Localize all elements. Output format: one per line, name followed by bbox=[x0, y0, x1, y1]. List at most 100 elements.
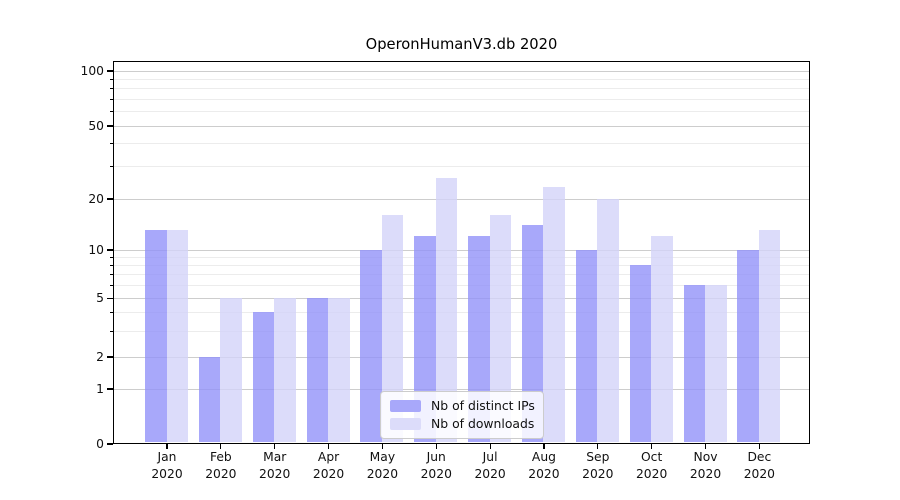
gridline-minor-8 bbox=[114, 265, 809, 267]
bar-downloads-Jul bbox=[489, 214, 512, 442]
y-tick-label-10: 10 bbox=[88, 242, 104, 257]
y-tick-label-20: 20 bbox=[88, 191, 104, 206]
bar-distinct_ips-Jun bbox=[414, 236, 436, 442]
x-tick-month-Jun: Jun bbox=[426, 450, 446, 464]
x-tick-Apr bbox=[327, 444, 330, 449]
y-tick-label-2: 2 bbox=[96, 349, 104, 364]
legend-row-distinct_ips: Nb of distinct IPs bbox=[390, 397, 535, 415]
y-tick-label-1: 1 bbox=[96, 381, 104, 396]
legend-label-distinct_ips: Nb of distinct IPs bbox=[431, 397, 535, 413]
y-major-tick-0 bbox=[107, 443, 113, 445]
x-tick-Sep bbox=[597, 444, 599, 449]
bar-distinct_ips-Aug bbox=[521, 224, 544, 442]
x-tick-year-Sep: 2020 bbox=[582, 466, 614, 481]
x-tick-year-Mar: 2020 bbox=[259, 466, 291, 481]
bar-downloads-Nov bbox=[705, 285, 727, 442]
x-tick-Dec bbox=[758, 444, 760, 449]
x-tick-month-Apr: Apr bbox=[317, 450, 340, 464]
x-tick-month-May: May bbox=[369, 450, 396, 464]
y-tick-label-5: 5 bbox=[96, 291, 104, 305]
gridline-minor-9 bbox=[114, 256, 809, 258]
x-tick-label-Sep: Sep 2020 bbox=[566, 449, 630, 482]
bar-downloads-May bbox=[381, 214, 404, 442]
bar-downloads-Feb bbox=[220, 298, 242, 442]
x-tick-label-Nov: Nov 2020 bbox=[674, 449, 738, 482]
y-minor-tick-7 bbox=[110, 274, 113, 276]
y-minor-tick-3 bbox=[110, 330, 113, 332]
gridline-major-20 bbox=[114, 198, 809, 200]
x-tick-label-Jul: Jul 2020 bbox=[458, 449, 522, 482]
x-tick-year-Jul: 2020 bbox=[474, 466, 506, 481]
x-tick-Nov bbox=[704, 444, 707, 449]
x-tick-label-Jun: Jun 2020 bbox=[404, 449, 468, 482]
y-minor-tick-4 bbox=[110, 312, 113, 314]
plot-area bbox=[113, 61, 810, 444]
x-tick-label-Aug: Aug 2020 bbox=[512, 449, 576, 482]
gridline-minor-3 bbox=[114, 330, 809, 332]
y-major-tick-50 bbox=[107, 125, 113, 127]
x-tick-Aug bbox=[543, 444, 545, 449]
x-tick-year-Feb: 2020 bbox=[205, 466, 237, 481]
gridline-minor-70 bbox=[114, 98, 809, 100]
x-tick-year-Jan: 2020 bbox=[151, 466, 183, 481]
y-major-tick-20 bbox=[107, 198, 113, 200]
y-minor-tick-60 bbox=[110, 111, 113, 113]
x-tick-Feb bbox=[220, 444, 222, 449]
x-tick-Jan bbox=[166, 444, 168, 449]
y-minor-tick-80 bbox=[110, 88, 113, 90]
bar-downloads-Mar bbox=[274, 298, 296, 442]
x-tick-year-Apr: 2020 bbox=[312, 466, 345, 481]
y-tick-label-0: 0 bbox=[96, 436, 104, 451]
x-tick-year-Jun: 2020 bbox=[420, 466, 452, 481]
x-tick-year-Dec: 2020 bbox=[743, 466, 775, 481]
bar-downloads-Aug bbox=[543, 187, 565, 442]
x-tick-month-Jan: Jan bbox=[157, 450, 177, 464]
bar-distinct_ips-Dec bbox=[737, 249, 759, 442]
x-tick-month-Jul: Jul bbox=[482, 450, 498, 464]
x-tick-month-Dec: Dec bbox=[747, 450, 772, 464]
y-major-tick-10 bbox=[107, 249, 113, 251]
y-tick-label-100: 100 bbox=[80, 63, 104, 78]
gridline-major-1 bbox=[114, 388, 809, 390]
y-minor-tick-8 bbox=[110, 265, 113, 267]
x-tick-Mar bbox=[274, 444, 276, 449]
gridline-minor-90 bbox=[114, 78, 809, 80]
x-tick-year-Nov: 2020 bbox=[689, 466, 722, 481]
x-tick-May bbox=[381, 444, 383, 449]
bar-distinct_ips-Nov bbox=[683, 285, 705, 442]
bar-downloads-Jan bbox=[166, 230, 188, 442]
bar-distinct_ips-May bbox=[360, 249, 382, 442]
x-tick-label-Feb: Feb 2020 bbox=[189, 449, 253, 482]
gridline-major-2 bbox=[114, 356, 809, 358]
y-minor-tick-40 bbox=[110, 143, 113, 145]
x-tick-month-Nov: Nov bbox=[693, 450, 718, 464]
gridline-major-100 bbox=[114, 70, 809, 72]
y-minor-tick-9 bbox=[110, 256, 113, 258]
chart-title: OperonHumanV3.db 2020 bbox=[365, 36, 558, 53]
gridline-minor-6 bbox=[114, 285, 809, 287]
y-minor-tick-30 bbox=[110, 166, 113, 168]
gridline-major-5 bbox=[114, 298, 809, 299]
gridline-major-10 bbox=[114, 249, 809, 251]
bar-distinct_ips-Feb bbox=[198, 356, 221, 442]
y-minor-tick-90 bbox=[110, 78, 113, 80]
x-tick-month-Mar: Mar bbox=[263, 450, 287, 464]
gridline-major-50 bbox=[114, 125, 809, 127]
legend: Nb of distinct IPs Nb of downloads bbox=[380, 391, 544, 439]
gridline-minor-60 bbox=[114, 111, 809, 113]
x-tick-label-Apr: Apr 2020 bbox=[297, 449, 361, 482]
gridline-minor-7 bbox=[114, 274, 809, 276]
x-tick-label-May: May 2020 bbox=[350, 449, 414, 482]
bar-downloads-Jun bbox=[435, 177, 458, 442]
y-major-tick-1 bbox=[107, 388, 113, 390]
legend-label-downloads: Nb of downloads bbox=[431, 415, 535, 431]
bar-downloads-Dec bbox=[758, 230, 781, 442]
bar-distinct_ips-Apr bbox=[306, 298, 329, 442]
y-tick-label-50: 50 bbox=[88, 118, 104, 133]
bar-distinct_ips-Jul bbox=[468, 236, 490, 442]
bar-downloads-Oct bbox=[651, 236, 673, 442]
bar-downloads-Apr bbox=[328, 298, 350, 442]
y-minor-tick-6 bbox=[110, 285, 113, 287]
gridline-minor-30 bbox=[114, 166, 809, 168]
